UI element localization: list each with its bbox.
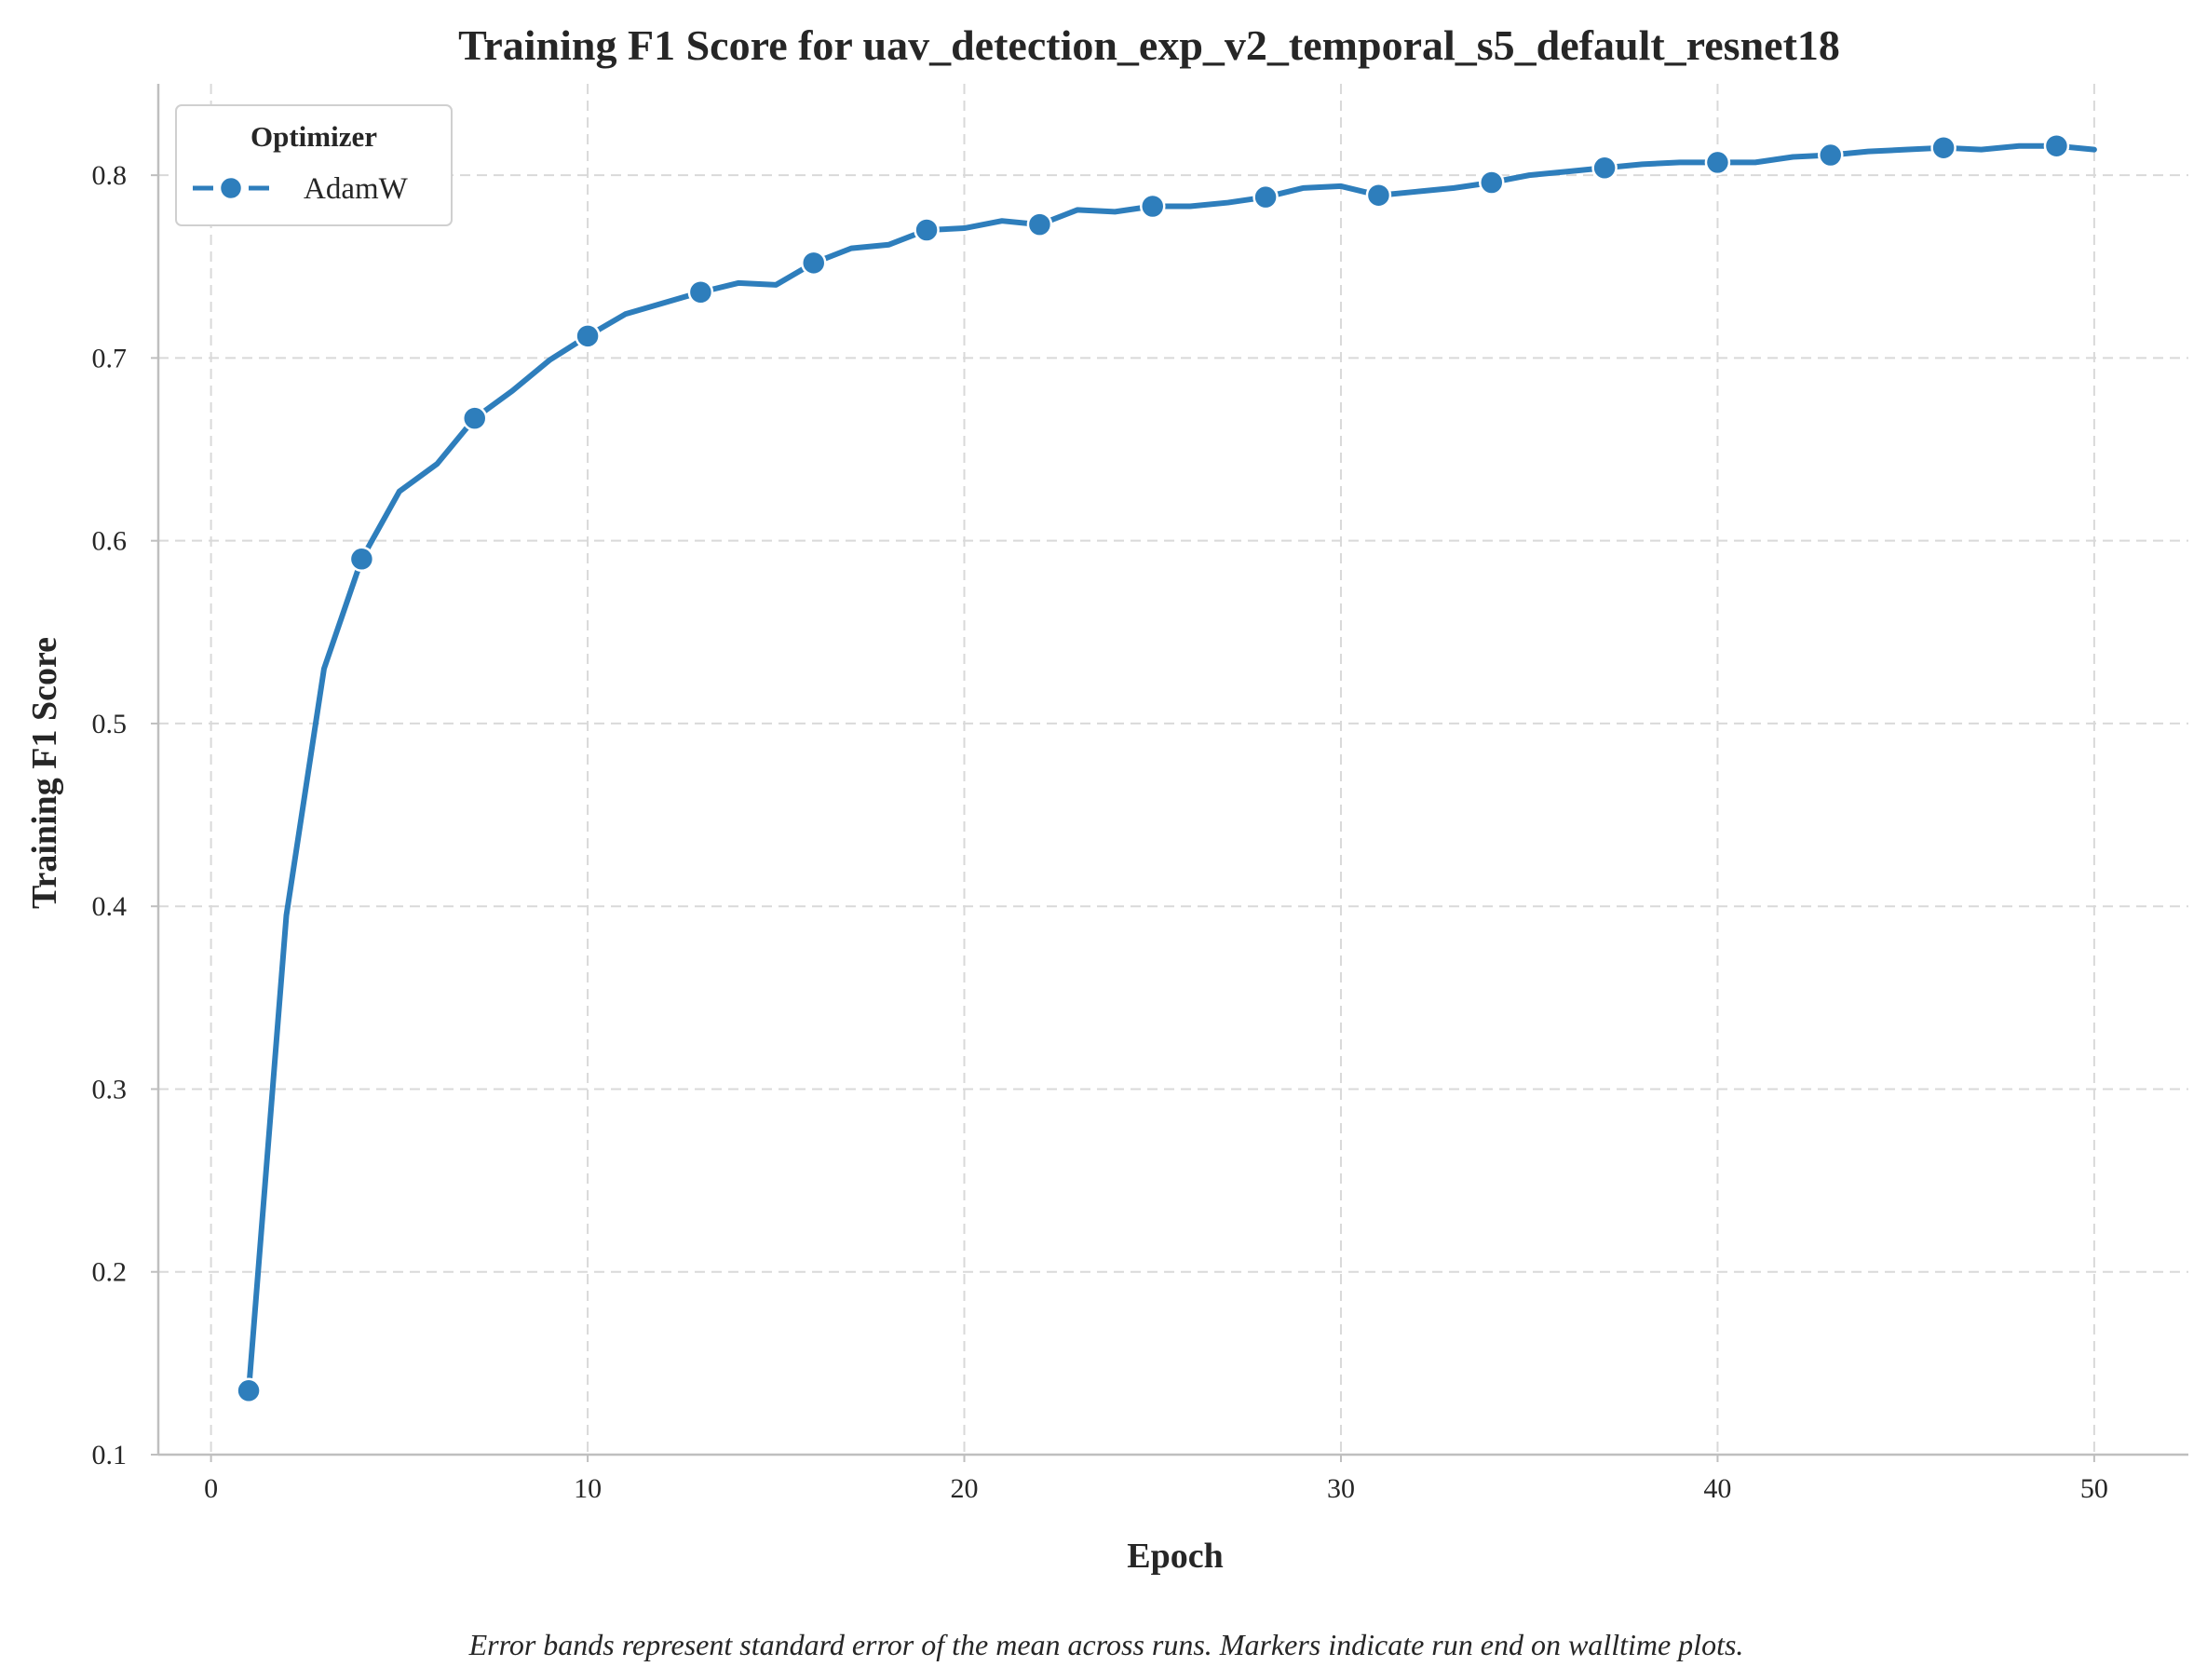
data-point-marker <box>1704 149 1731 176</box>
y-tick-label: 0.1 <box>92 1440 128 1470</box>
figure-caption: Error bands represent standard error of … <box>468 1628 1744 1661</box>
data-point-marker <box>2043 132 2070 159</box>
y-axis-label: Training F1 Score <box>25 637 64 909</box>
data-point-marker <box>687 278 714 305</box>
legend-marker-swatch <box>218 175 244 201</box>
x-axis-label: Epoch <box>1127 1537 1223 1576</box>
data-point-marker <box>1365 182 1392 209</box>
y-tick-label: 0.5 <box>92 709 128 739</box>
data-point-marker <box>575 323 601 349</box>
data-point-marker <box>1252 183 1279 210</box>
data-point-marker <box>461 405 488 431</box>
legend-entry-adamw: AdamW <box>304 172 409 206</box>
y-tick-label: 0.6 <box>92 526 128 557</box>
legend: Optimizer AdamW <box>175 104 453 226</box>
x-tick-label: 20 <box>951 1473 979 1504</box>
data-point-marker <box>1140 193 1166 220</box>
data-point-marker <box>800 250 827 277</box>
y-tick-label: 0.3 <box>92 1074 128 1104</box>
axes-spines <box>156 84 2188 1456</box>
data-point-marker <box>1930 134 1957 161</box>
plot-area <box>236 132 2097 1404</box>
y-tick-label: 0.4 <box>92 891 128 922</box>
x-tick-label: 0 <box>204 1473 218 1504</box>
data-point-marker <box>348 546 375 573</box>
x-tick-label: 50 <box>2080 1473 2108 1504</box>
grid <box>158 84 2188 1455</box>
y-tick-label: 0.8 <box>92 160 128 191</box>
x-tick-label: 40 <box>1703 1473 1731 1504</box>
y-tick-label: 0.2 <box>92 1257 128 1288</box>
x-tick-label: 10 <box>574 1473 602 1504</box>
x-tick-label: 30 <box>1327 1473 1355 1504</box>
data-point-marker <box>1479 169 1505 196</box>
data-point-marker <box>1818 142 1844 169</box>
series-line-adamw <box>246 142 2097 1394</box>
chart-title: Training F1 Score for uav_detection_exp_… <box>458 21 1840 69</box>
legend-title: Optimizer <box>250 120 377 153</box>
y-tick-label: 0.7 <box>92 343 128 373</box>
data-point-marker <box>236 1377 262 1404</box>
data-point-marker <box>1591 155 1618 182</box>
data-point-marker <box>914 217 940 243</box>
legend-frame <box>175 104 453 226</box>
ticks: 0 10 20 30 40 50 0.1 0.2 0.3 0.4 0.5 0.6 0.7 0.8 <box>92 160 2108 1504</box>
data-point-marker <box>1026 211 1053 237</box>
